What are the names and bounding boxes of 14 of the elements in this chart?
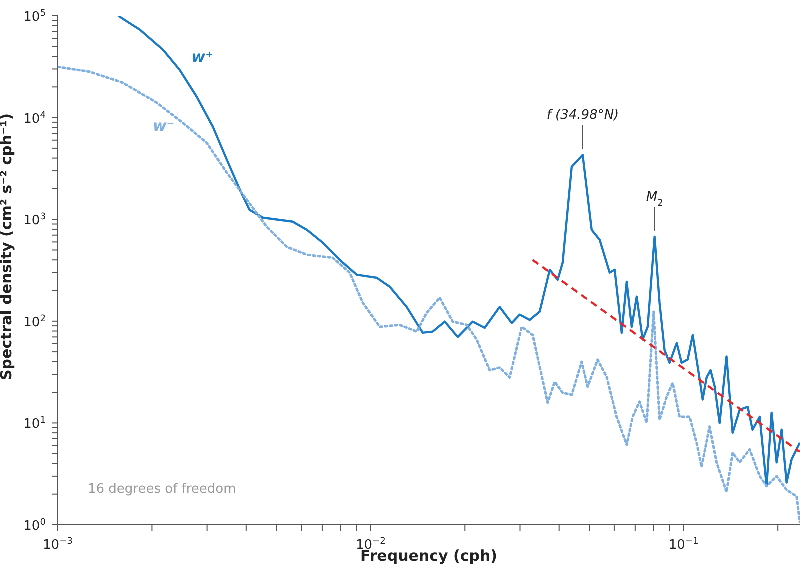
y-tick-label: 10$^{4}$: [24, 110, 46, 127]
y-tick-label: 10$^{5}$: [24, 9, 46, 25]
y-tick-label: 10$^{0}$: [24, 518, 46, 534]
annotation: M$_{2}$: [646, 190, 664, 209]
y-axis-title: Spectral density (cm² s⁻² cph⁻¹): [0, 114, 16, 380]
y-tick-label: 10$^{1}$: [24, 416, 46, 432]
x-tick-label: 10$^{−1}$: [668, 537, 699, 553]
annotation: 16 degrees of freedom: [88, 482, 236, 497]
x-tick-label: 10$^{−3}$: [43, 537, 74, 553]
y-tick-label: 10$^{3}$: [24, 212, 46, 229]
series-label: w⁺: [192, 48, 214, 66]
y-tick-label: 10$^{2}$: [24, 314, 46, 330]
annotation: f (34.98°N): [546, 108, 620, 124]
series-label: w⁻: [152, 117, 175, 135]
